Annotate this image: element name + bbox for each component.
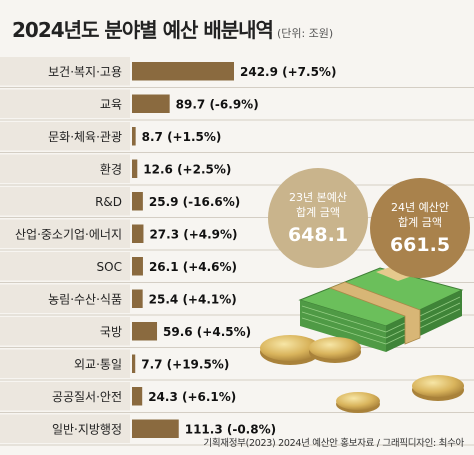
category-label-bg [0,252,130,281]
category-label: 산업·중소기업·에너지 [15,227,122,241]
source-credit: 기획재정부(2023) 2024년 예산안 홍보자료 / 그래픽디자인: 최수아 [203,438,464,449]
chart-title-block: 2024년도 분야별 예산 배분내역 (단위: 조원) [12,14,333,43]
bar [132,387,143,406]
data-label: 24.3 (+6.1%) [148,390,236,404]
category-label: 보건·복지·고용 [48,65,122,79]
category-label-bg [0,219,130,248]
total-2024-circle: 24년 예산안 합계 금액 661.5 [370,178,470,278]
category-label-bg [0,89,130,118]
bar [132,224,144,243]
data-label: 25.9 (-16.6%) [149,195,240,209]
bar [132,289,143,308]
category-label: 일반·지방행정 [52,421,122,436]
category-label-bg [0,317,130,346]
category-label-bg [0,284,130,313]
category-label: 공공질서·안전 [52,390,122,404]
bar [132,94,170,113]
category-label-bg [0,414,130,443]
total-2023-value: 648.1 [287,224,349,246]
bar [132,257,143,276]
bar [132,192,143,211]
chart-title: 2024년도 분야별 예산 배분내역 [12,18,274,42]
category-label: R&D [95,195,122,209]
unit-label: (단위: 조원) [276,27,334,40]
category-label-bg [0,349,130,378]
total-2023-label: 23년 본예산 합계 금액 [289,191,347,219]
bar [132,354,136,373]
data-label: 27.3 (+4.9%) [149,227,237,241]
money-stack-illustration [260,267,464,413]
category-label: 국방 [100,325,122,339]
bar [132,127,136,146]
category-label: 농림·수산·식품 [48,292,122,306]
bar [132,322,158,341]
bar [132,159,138,178]
bar [132,419,179,438]
data-label: 25.4 (+4.1%) [149,292,237,306]
data-label: 8.7 (+1.5%) [142,130,222,144]
data-label: 26.1 (+4.6%) [149,260,237,274]
total-2023-circle: 23년 본예산 합계 금액 648.1 [268,168,368,268]
total-2024-label: 24년 예산안 합계 금액 [391,201,449,229]
category-label-bg [0,187,130,216]
category-label: 환경 [100,162,122,176]
category-label-bg [0,57,130,86]
data-label: 242.9 (+7.5%) [240,65,336,79]
data-label: 7.7 (+19.5%) [141,357,229,371]
bar [132,62,234,81]
chart-rows: 보건·복지·고용 242.9 (+7.5%) 교육 89.7 (-6.9%) 문화·체육… [0,57,474,446]
total-2024-value: 661.5 [389,234,451,256]
category-label-bg [0,382,130,411]
data-label: 12.6 (+2.5%) [143,162,231,176]
category-label-bg [0,122,130,151]
category-label: SOC [97,260,122,274]
data-label: 89.7 (-6.9%) [176,97,259,111]
data-label: 111.3 (-0.8%) [185,422,276,436]
category-label: 문화·체육·관광 [48,130,122,144]
category-label-bg [0,154,130,183]
category-label: 교육 [100,97,122,111]
category-label: 외교·통일 [74,357,122,371]
data-label: 59.6 (+4.5%) [163,325,251,339]
